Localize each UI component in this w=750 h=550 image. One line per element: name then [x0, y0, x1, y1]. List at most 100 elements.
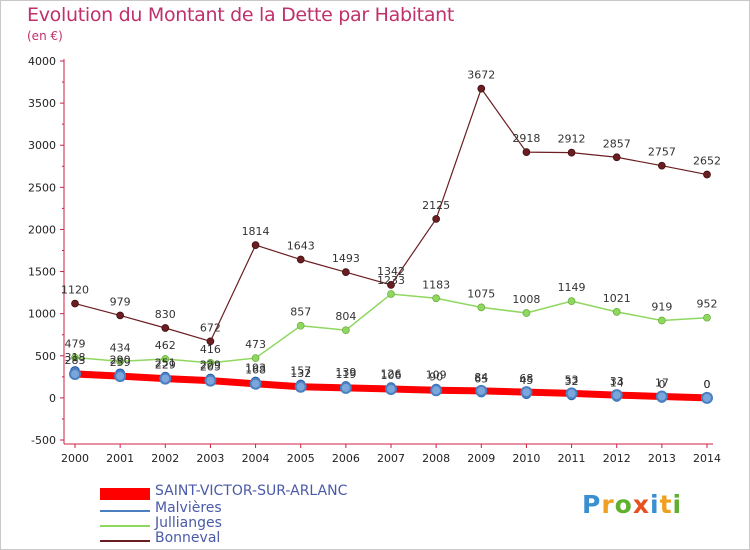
- legend-swatch: [100, 540, 150, 542]
- chart-title: Evolution du Montant de la Dette par Hab…: [27, 4, 455, 26]
- data-label-0: 33: [610, 375, 624, 388]
- data-label-1: 0: [704, 378, 711, 391]
- series-point-2: [567, 297, 576, 305]
- x-tick-label: 2002: [151, 452, 179, 465]
- data-label-1: 157: [290, 365, 311, 378]
- series-point-0: [249, 377, 262, 390]
- data-label-0: 259: [110, 356, 131, 369]
- logo-letter: o: [614, 490, 633, 519]
- series-point-2: [116, 357, 124, 366]
- data-label-1: 318: [65, 351, 86, 364]
- data-label-2: 1008: [512, 293, 540, 306]
- data-label-1: 193: [245, 362, 266, 375]
- series-point-3: [477, 84, 486, 93]
- data-label-3: 2757: [648, 146, 676, 159]
- logo-letter: t: [659, 490, 673, 519]
- data-label-3: 672: [200, 321, 221, 334]
- data-label-1: 14: [610, 377, 624, 390]
- data-label-2: 1233: [377, 274, 405, 287]
- series-point-0: [339, 381, 352, 394]
- series-point-0: [159, 372, 172, 385]
- data-label-0: 283: [65, 354, 86, 367]
- series-point-2: [161, 355, 170, 363]
- series-point-2: [522, 309, 531, 317]
- legend-label: Malvières: [155, 500, 222, 516]
- data-label-2: 952: [697, 298, 718, 311]
- data-label-1: 109: [426, 369, 447, 382]
- series-point-0: [385, 382, 397, 395]
- x-tick-label: 2008: [422, 452, 450, 465]
- y-tick-label: 1000: [28, 308, 56, 321]
- series-point-2: [296, 321, 305, 330]
- data-label-0: 90: [429, 370, 443, 383]
- data-label-3: 2912: [558, 133, 586, 146]
- series-point-0: [655, 390, 668, 403]
- x-tick-label: 2001: [106, 452, 134, 465]
- series-point-0: [610, 389, 623, 402]
- logo-letter: x: [632, 490, 650, 519]
- data-label-2: 857: [290, 306, 311, 319]
- data-label-2: 804: [335, 310, 356, 323]
- series-point-2: [387, 290, 395, 298]
- legend-label: Bonneval: [155, 530, 221, 546]
- data-label-1: 32: [565, 375, 579, 388]
- data-label-0: 132: [290, 367, 311, 380]
- data-label-0: 229: [155, 359, 176, 372]
- data-label-3: 1493: [332, 252, 360, 265]
- data-label-1: 126: [381, 367, 402, 380]
- series-point-3: [116, 311, 124, 320]
- series-point-2: [206, 359, 215, 367]
- x-tick-label: 2006: [332, 452, 360, 465]
- series-point-2: [342, 326, 350, 335]
- legend-swatch: [100, 525, 150, 527]
- data-label-3: 2857: [603, 137, 631, 150]
- series-point-2: [703, 313, 711, 322]
- data-label-0: 17: [655, 376, 669, 389]
- series-point-3: [161, 324, 170, 332]
- y-tick-label: 2500: [28, 181, 56, 194]
- data-label-0: 0: [704, 378, 711, 391]
- data-label-0: 168: [245, 364, 266, 377]
- data-label-1: 0: [658, 378, 665, 391]
- y-tick-label: 4000: [28, 55, 56, 68]
- data-label-2: 416: [200, 343, 221, 356]
- series-point-2: [432, 294, 440, 303]
- series-point-3: [71, 299, 79, 308]
- data-label-0: 53: [565, 373, 579, 386]
- data-label-2: 919: [651, 300, 672, 313]
- data-label-3: 979: [110, 295, 131, 308]
- data-label-2: 1021: [603, 292, 631, 305]
- data-label-0: 106: [381, 369, 402, 382]
- series-point-3: [522, 148, 531, 156]
- data-label-3: 1814: [242, 225, 270, 238]
- data-label-0: 68: [519, 372, 533, 385]
- logo-letter: r: [601, 490, 615, 519]
- series-point-2: [251, 354, 260, 362]
- series-point-3: [342, 268, 350, 276]
- x-tick-label: 2011: [558, 452, 586, 465]
- series-point-2: [612, 308, 621, 316]
- logo-letter: i: [672, 490, 683, 519]
- series-point-3: [432, 215, 440, 223]
- series-point-0: [69, 368, 81, 381]
- data-label-3: 2652: [693, 155, 721, 168]
- y-tick-label: 3500: [28, 97, 56, 110]
- data-label-2: 434: [110, 341, 131, 354]
- data-label-1: 251: [155, 357, 176, 370]
- series-point-0: [294, 380, 307, 393]
- proxiti-logo: Proxiti: [582, 490, 682, 519]
- data-label-1: 45: [519, 374, 533, 387]
- y-tick-label: 2000: [28, 223, 56, 236]
- logo-letter: i: [650, 490, 660, 519]
- data-label-3: 1342: [377, 265, 405, 278]
- series-point-0: [430, 384, 443, 397]
- data-label-3: 3672: [467, 69, 495, 82]
- x-tick-label: 2010: [512, 452, 540, 465]
- x-tick-label: 2005: [287, 452, 315, 465]
- y-tick-label: 1500: [28, 266, 56, 279]
- data-label-2: 473: [245, 338, 266, 351]
- y-tick-label: 0: [49, 392, 56, 405]
- data-label-2: 462: [155, 339, 176, 352]
- series-point-3: [251, 241, 260, 249]
